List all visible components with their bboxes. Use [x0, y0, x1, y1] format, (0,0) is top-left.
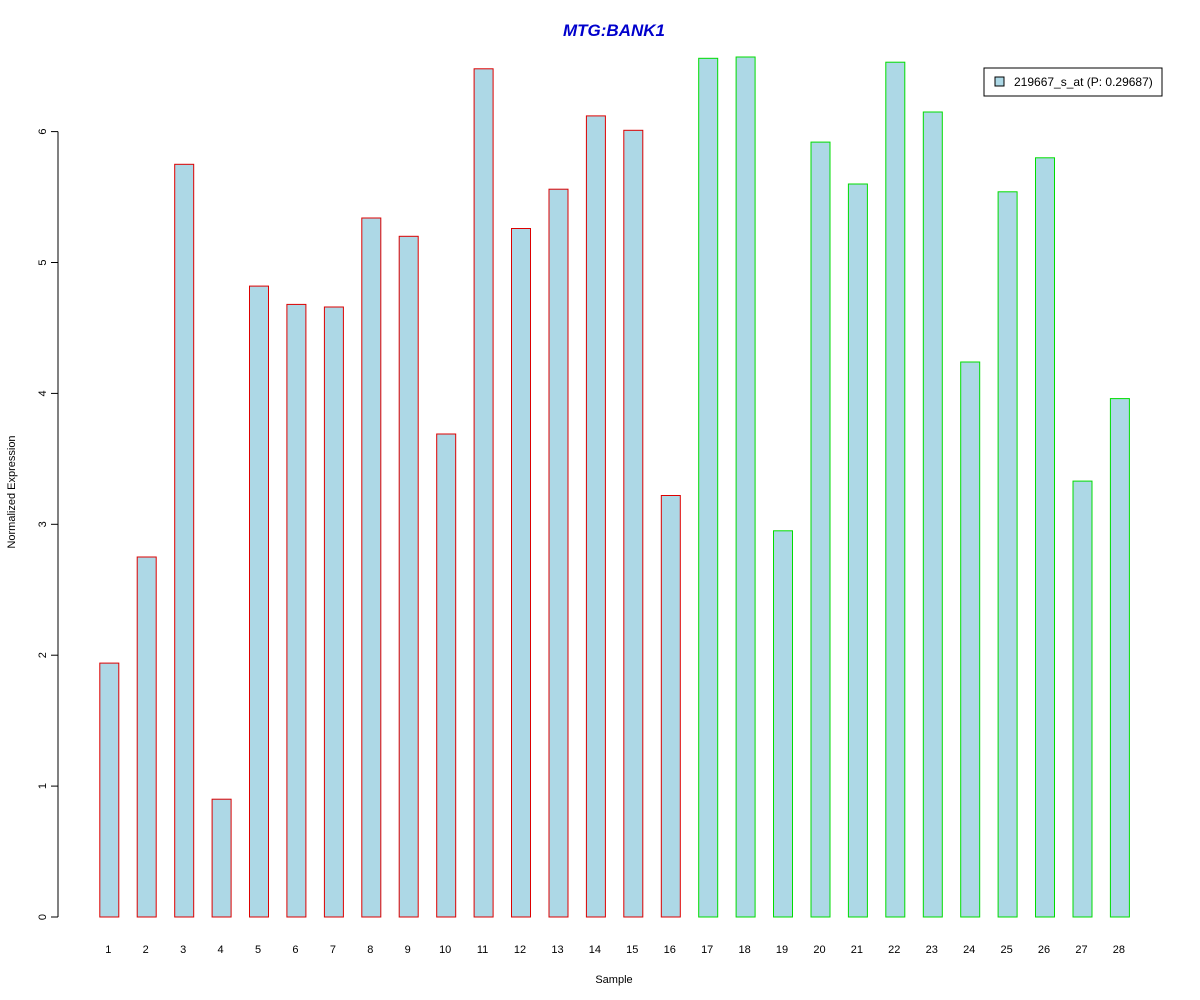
bar-sample-9	[398, 235, 419, 918]
bar-sample-6	[286, 303, 307, 918]
y-tick-label: 0	[37, 914, 49, 920]
bar-sample-24	[960, 361, 981, 918]
bar-sample-3	[174, 163, 195, 918]
y-tick-label: 1	[37, 783, 49, 789]
x-tick-label: 5	[255, 944, 261, 956]
bar-sample-11	[473, 68, 494, 918]
chart-title: MTG:BANK1	[563, 21, 665, 40]
x-tick-label: 27	[1075, 944, 1087, 956]
bar-sample-16	[660, 495, 681, 918]
bar-sample-8	[361, 217, 382, 918]
y-tick-label: 3	[37, 521, 49, 527]
legend: 219667_s_at (P: 0.29687)	[983, 67, 1163, 97]
bar-sample-25	[997, 191, 1018, 918]
x-tick-label: 8	[367, 944, 373, 956]
bars	[99, 56, 1130, 918]
x-tick-label: 12	[514, 944, 526, 956]
x-tick-label: 17	[701, 944, 713, 956]
x-tick-label: 20	[813, 944, 825, 956]
x-tick-label: 10	[439, 944, 451, 956]
y-tick-label: 5	[37, 259, 49, 265]
x-tick-label: 11	[477, 944, 488, 956]
bar-sample-1	[99, 662, 120, 918]
legend-box	[983, 67, 1163, 97]
x-tick-label: 24	[963, 944, 975, 956]
bar-sample-13	[548, 188, 569, 918]
x-tick-label: 9	[405, 944, 411, 956]
x-tick-label: 6	[292, 944, 298, 956]
bar-sample-28	[1109, 398, 1130, 918]
y-axis-label: Normalized Expression	[6, 435, 18, 548]
bar-sample-27	[1072, 480, 1093, 918]
x-tick-label: 22	[888, 944, 900, 956]
x-tick-label: 2	[143, 944, 149, 956]
y-axis: 0 1 2 3 4 5 6	[37, 129, 59, 920]
x-tick-label: 15	[626, 944, 638, 956]
x-tick-label: 3	[180, 944, 186, 956]
y-tick-label: 4	[37, 390, 49, 396]
bar-sample-20	[810, 141, 831, 918]
x-tick-label: 28	[1113, 944, 1125, 956]
legend-swatch	[994, 76, 1005, 87]
x-tick-label: 13	[551, 944, 563, 956]
bar-sample-21	[847, 183, 868, 918]
y-tick-label: 2	[37, 652, 49, 658]
x-tick-label: 14	[589, 944, 601, 956]
x-tick-labels: 1 2 3 4 5 6 7 8 9 10 11 12 13 14 15 16 17 18 19 20 21 22 23 24 2…	[105, 944, 1125, 956]
bar-sample-14	[585, 115, 606, 918]
x-tick-label: 25	[1000, 944, 1012, 956]
bar-sample-23	[922, 111, 943, 918]
bar-sample-15	[623, 129, 644, 918]
x-tick-label: 19	[776, 944, 788, 956]
bar-sample-22	[885, 61, 906, 918]
bar-sample-10	[436, 433, 457, 918]
x-tick-label: 16	[664, 944, 676, 956]
bar-sample-12	[511, 228, 531, 918]
bar-sample-17	[698, 57, 719, 918]
bar-sample-2	[136, 556, 157, 918]
bar-sample-4	[211, 798, 232, 918]
x-tick-label: 21	[851, 944, 863, 956]
x-tick-label: 7	[330, 944, 336, 956]
x-tick-label: 26	[1038, 944, 1050, 956]
bar-sample-5	[249, 285, 269, 918]
legend-label: 219667_s_at (P: 0.29687)	[1014, 75, 1153, 89]
bar-sample-18	[735, 56, 756, 918]
x-tick-label: 18	[738, 944, 750, 956]
bar-sample-26	[1035, 157, 1055, 918]
x-tick-label: 4	[218, 944, 224, 956]
x-axis-label: Sample	[595, 974, 632, 986]
bar-sample-7	[323, 306, 344, 918]
x-tick-label: 23	[926, 944, 938, 956]
x-tick-label: 1	[105, 944, 111, 956]
bar-sample-19	[773, 530, 793, 918]
y-tick-label: 6	[37, 129, 49, 135]
